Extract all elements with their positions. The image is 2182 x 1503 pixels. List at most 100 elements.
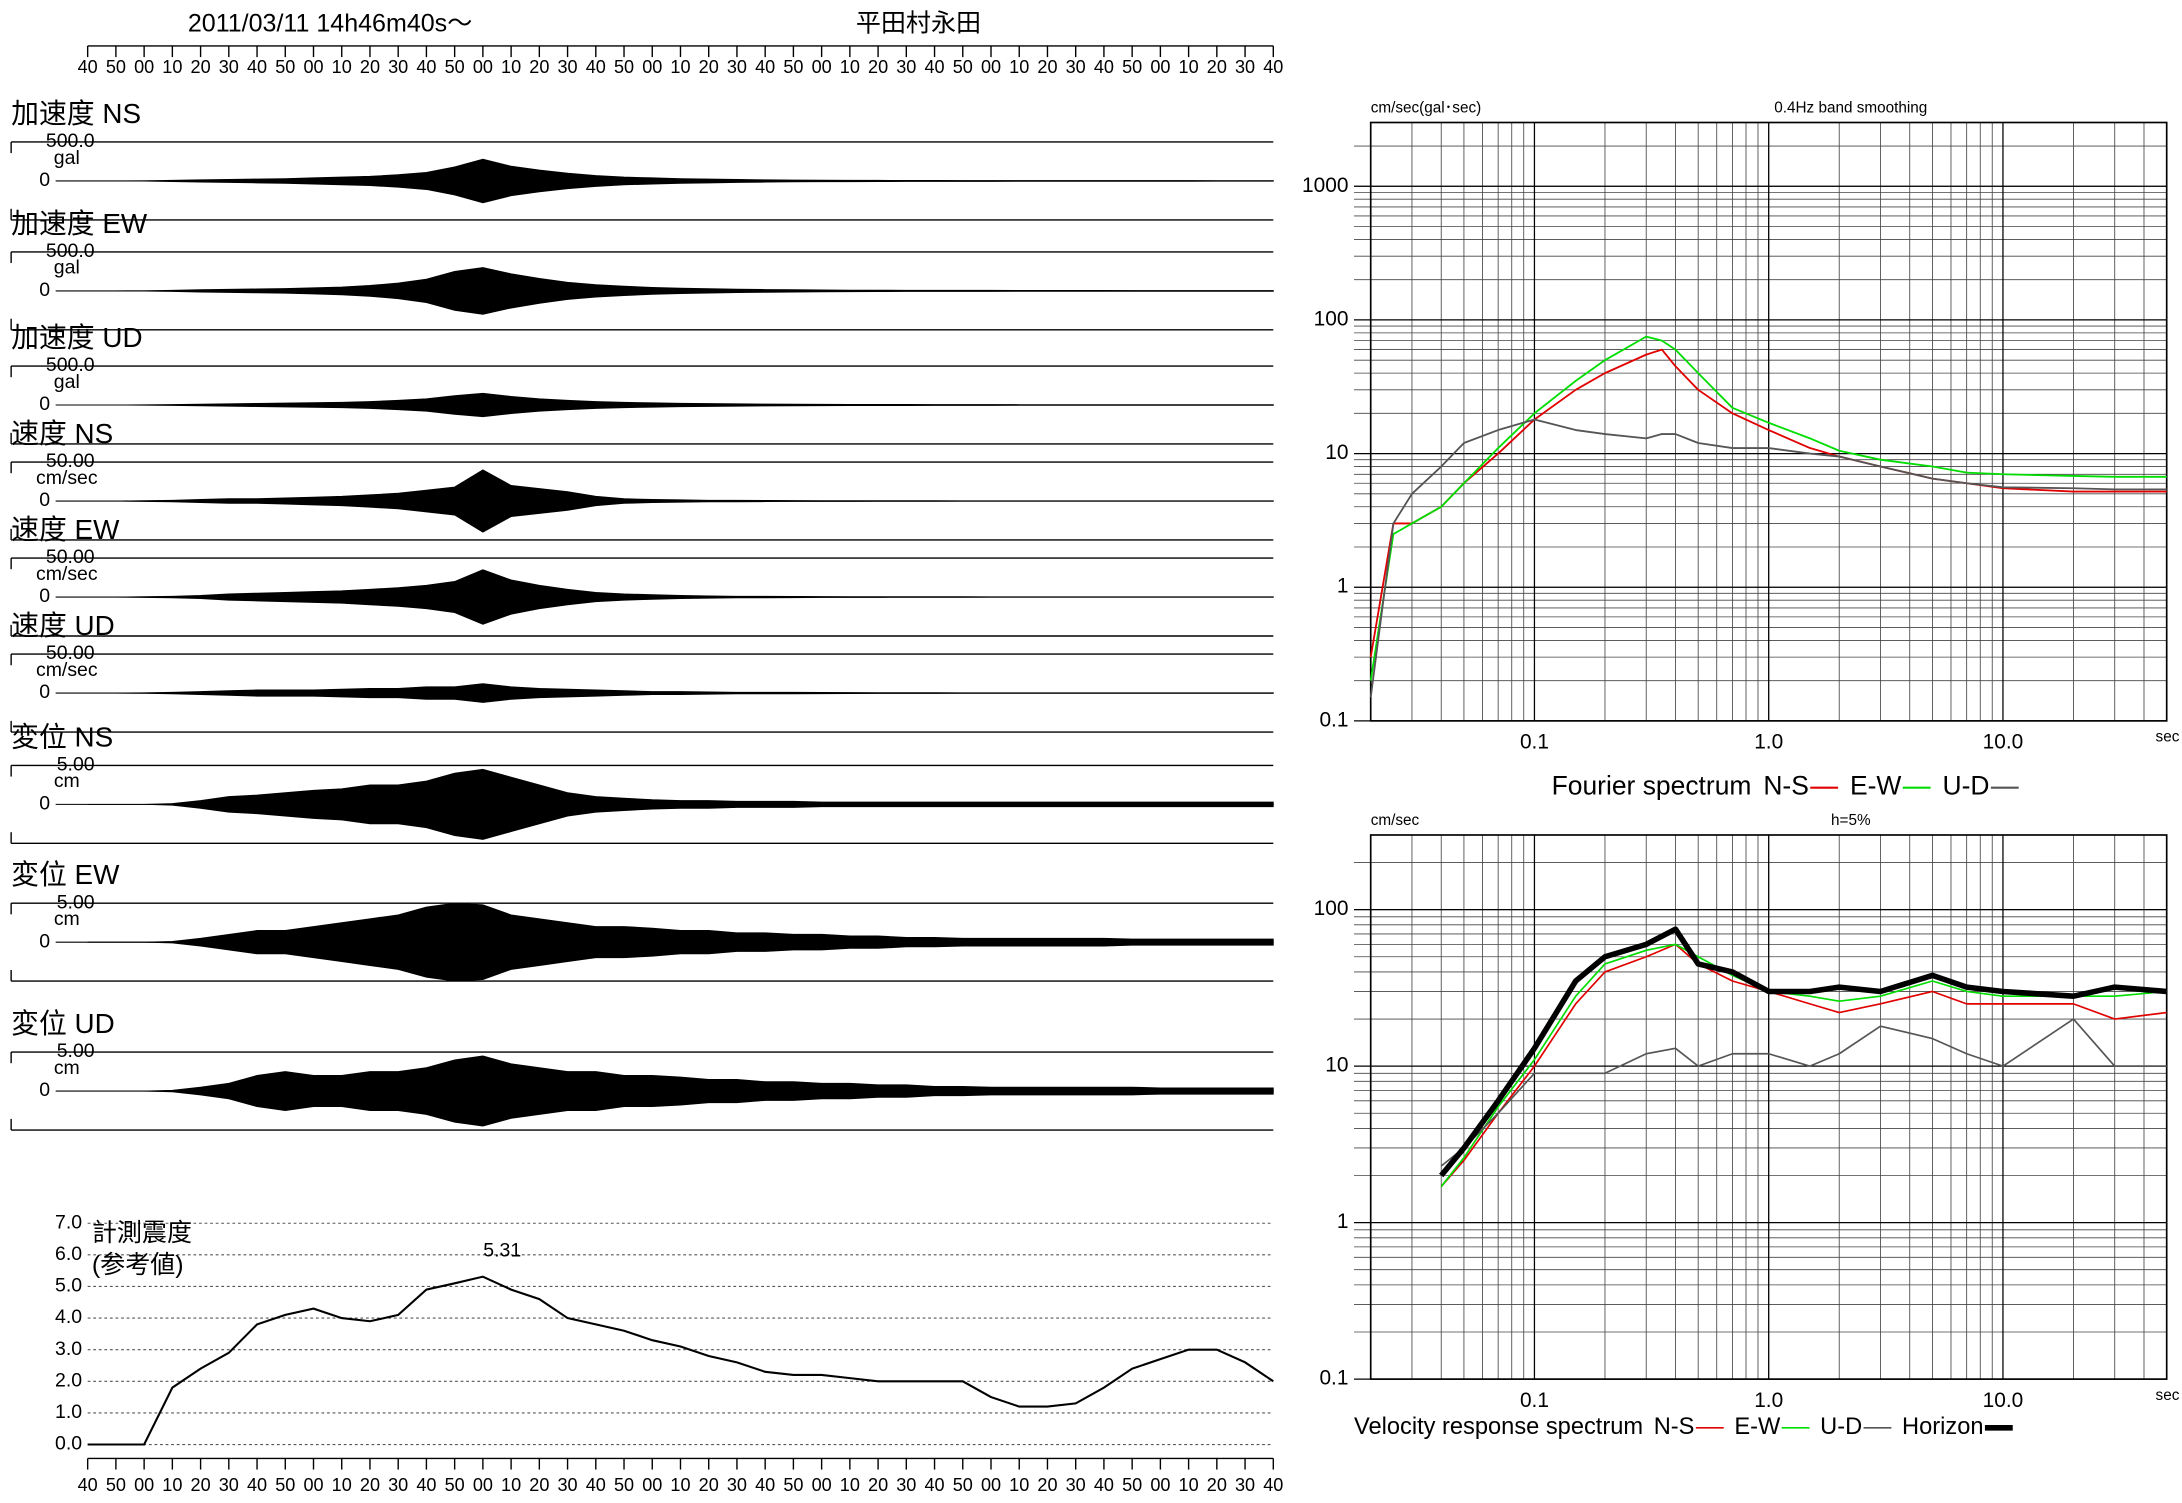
x-tick-label: 10.0 <box>1983 731 2024 754</box>
chart-subtitle: (参考値) <box>92 1251 184 1279</box>
envelope-lower <box>87 692 1274 703</box>
y-tick-label: 50.00 <box>46 642 95 664</box>
envelope-lower <box>87 1090 1274 1127</box>
unit-label: gal <box>54 147 80 169</box>
x-tick-label: 10 <box>840 1475 860 1495</box>
series-line <box>1439 926 2167 1178</box>
x-tick-label: 40 <box>586 1475 606 1495</box>
time-tick-label: 30 <box>388 57 408 77</box>
intensity-line <box>87 1275 1274 1446</box>
y-tick-label: 0 <box>39 489 50 511</box>
station-name: 平田村永田 <box>856 10 981 38</box>
y-tick-label: 0.1 <box>1319 1367 1348 1390</box>
x-tick-label: 10 <box>162 1475 182 1495</box>
x-tick-label: 1.0 <box>1754 731 1783 754</box>
x-tick-label: 30 <box>727 1475 747 1495</box>
x-tick-label: 00 <box>134 1475 154 1495</box>
y-tick-label: 1000 <box>1302 174 1348 197</box>
x-tick-label: 50 <box>106 1475 126 1495</box>
trace-label: 変位 NS <box>11 721 113 752</box>
envelope-upper <box>87 768 1274 805</box>
x-tick-label: 0.1 <box>1520 1389 1549 1412</box>
unit-label: cm/sec <box>36 467 98 489</box>
x-tick-label: 00 <box>812 1475 832 1495</box>
chart-title: 2011/03/11 14h46m40s〜 <box>188 10 472 38</box>
y-tick-label: 0 <box>39 681 50 703</box>
x-tick-label: 10 <box>1179 1475 1199 1495</box>
time-tick-label: 30 <box>558 57 578 77</box>
y-tick-label: 0.1 <box>1319 708 1348 731</box>
x-tick-label: 30 <box>558 1475 578 1495</box>
x-tick-label: 10 <box>332 1475 352 1495</box>
time-tick-label: 00 <box>473 57 493 77</box>
x-tick-label: 40 <box>416 1475 436 1495</box>
y-tick-label: 0 <box>39 169 50 191</box>
x-tick-label: 50 <box>445 1475 465 1495</box>
legend-label: U-D <box>1942 771 1989 801</box>
y-tick-label: 2.0 <box>55 1369 82 1391</box>
x-tick-label: 50 <box>953 1475 973 1495</box>
y-tick-label: 0 <box>39 279 50 301</box>
y-tick-label: 500.0 <box>46 240 95 262</box>
envelope-lower <box>87 596 1274 625</box>
time-tick-label: 10 <box>1179 57 1199 77</box>
time-tick-label: 00 <box>1150 57 1170 77</box>
x-tick-label: 20 <box>360 1475 380 1495</box>
y-tick-label: 50.00 <box>46 546 95 568</box>
time-tick-label: 10 <box>162 57 182 77</box>
time-tick-label: 00 <box>812 57 832 77</box>
y-tick-label: 5.00 <box>57 1040 95 1062</box>
time-tick-label: 30 <box>727 57 747 77</box>
unit-label: cm <box>54 770 80 792</box>
legend-label: U-D <box>1820 1414 1862 1440</box>
chart-subtitle: h=5% <box>1831 812 1871 829</box>
legend-label: E-W <box>1850 771 1901 801</box>
time-tick-label: 30 <box>1066 57 1086 77</box>
time-tick-label: 20 <box>529 57 549 77</box>
x-tick-label: 30 <box>388 1475 408 1495</box>
x-tick-label: 30 <box>219 1475 239 1495</box>
trace-label: 変位 EW <box>11 859 120 890</box>
time-tick-label: 10 <box>840 57 860 77</box>
series-line <box>1440 943 2167 1188</box>
x-tick-label: 40 <box>924 1475 944 1495</box>
y-tick-label: 0 <box>39 585 50 607</box>
time-tick-label: 30 <box>219 57 239 77</box>
x-tick-label: 20 <box>1207 1475 1227 1495</box>
x-axis-label: sec <box>2156 729 2180 746</box>
time-tick-label: 50 <box>614 57 634 77</box>
trace-label: 変位 UD <box>11 1008 115 1039</box>
legend-label: N-S <box>1763 771 1809 801</box>
time-tick-label: 20 <box>699 57 719 77</box>
time-tick-label: 40 <box>247 57 267 77</box>
x-tick-label: 30 <box>1235 1475 1255 1495</box>
trace-label: 加速度 EW <box>11 208 148 239</box>
x-tick-label: 0.1 <box>1520 731 1549 754</box>
x-tick-label: 30 <box>1066 1475 1086 1495</box>
y-tick-label: 50.00 <box>46 450 95 472</box>
y-tick-label: 5.0 <box>55 1275 82 1297</box>
x-tick-label: 20 <box>868 1475 888 1495</box>
y-tick-label: 100 <box>1314 307 1349 330</box>
x-tick-label: 20 <box>1037 1475 1057 1495</box>
legend-label: N-S <box>1654 1414 1695 1440</box>
trace-label: 速度 NS <box>11 418 113 449</box>
x-tick-label: 00 <box>642 1475 662 1495</box>
y-tick-label: 4.0 <box>55 1306 82 1328</box>
x-tick-label: 20 <box>191 1475 211 1495</box>
envelope-lower <box>87 500 1274 533</box>
x-tick-label: 30 <box>896 1475 916 1495</box>
time-tick-label: 10 <box>332 57 352 77</box>
y-axis-label: cm/sec <box>1371 812 1420 829</box>
legend-label: E-W <box>1734 1414 1781 1440</box>
time-tick-label: 00 <box>981 57 1001 77</box>
time-tick-label: 50 <box>953 57 973 77</box>
unit-label: cm/sec <box>36 659 98 681</box>
x-tick-label: 50 <box>1122 1475 1142 1495</box>
time-tick-label: 40 <box>78 57 98 77</box>
y-tick-label: 6.0 <box>55 1243 82 1265</box>
y-tick-label: 500.0 <box>46 130 95 152</box>
y-tick-label: 1 <box>1337 1210 1349 1233</box>
